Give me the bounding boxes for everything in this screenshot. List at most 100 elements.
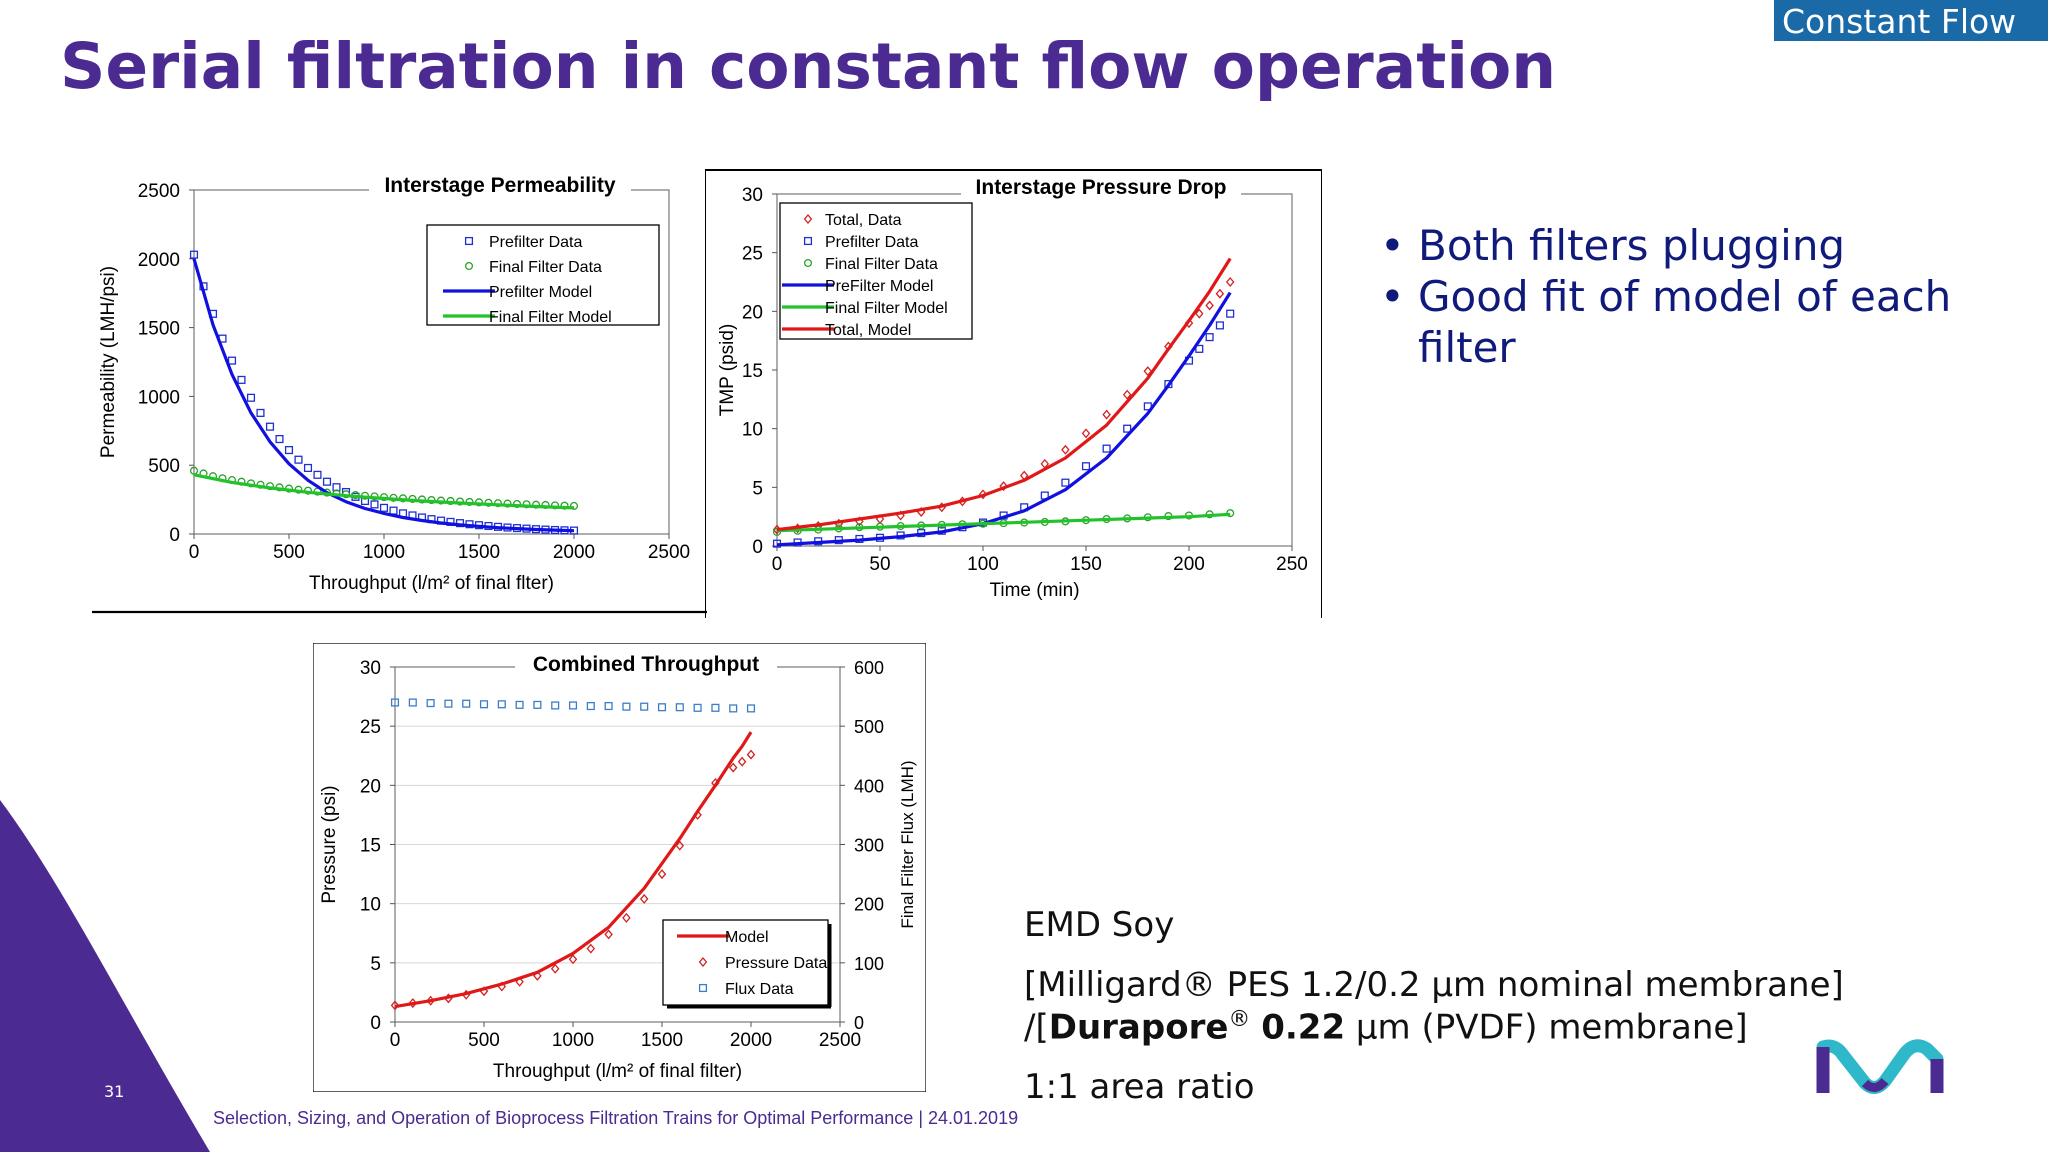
series-line: [193, 473, 575, 510]
y-tick-label: 5: [752, 478, 763, 499]
y-tick-label: 500: [148, 456, 180, 477]
data-point: [1122, 389, 1132, 400]
chart-interstage-pressure-drop: 0 50 100 150 200 250 0 5 10 15 20 25 30 Time (min) TMP…: [704, 168, 1323, 622]
y2-tick-label: 500: [854, 717, 884, 737]
data-point: [1123, 424, 1132, 433]
data-point: [303, 463, 313, 473]
series-line: [192, 258, 575, 533]
data-point: [284, 446, 294, 455]
legend-marker: [698, 956, 708, 968]
y-tick-label: 5: [370, 954, 381, 975]
data-point: [227, 356, 237, 365]
y-tick-label: 0: [752, 537, 763, 558]
data-point: [1205, 300, 1214, 311]
y-tick-label: 20: [742, 302, 763, 323]
legend-marker: [803, 213, 813, 225]
description-block: EMD Soy [Milligard® PES 1.2/0.2 µm nomin…: [1024, 905, 1844, 1107]
legend-label: Pressure Data: [725, 955, 827, 972]
y-tick-label: 1500: [138, 319, 180, 340]
data-point: [550, 963, 560, 974]
x-tick-label: 200: [1173, 554, 1205, 575]
x-tick-label: 2500: [648, 542, 690, 563]
y2-tick-label: 300: [854, 836, 884, 856]
data-point: [999, 481, 1008, 492]
x-tick-label: 0: [772, 554, 783, 575]
data-point: [390, 1000, 400, 1011]
legend-label: PreFilter Model: [825, 278, 933, 295]
y2-tick-label: 0: [854, 1013, 864, 1033]
description-bold: 0.22: [1261, 1007, 1346, 1048]
data-point: [1195, 308, 1204, 319]
series-line: [776, 257, 1232, 532]
y-tick-label: 0: [370, 1013, 381, 1034]
chart-title-bg: [515, 651, 777, 677]
brand-logo: [1816, 1039, 1944, 1094]
y-tick-label: 25: [742, 244, 763, 265]
y2-axis-label: Final Filter Flux (LMH): [898, 760, 917, 928]
x-tick-label: 1000: [363, 542, 405, 563]
y2-tick-label: 100: [854, 954, 884, 974]
series-line: [394, 731, 753, 1009]
y-axis-label: Pressure (psi): [319, 785, 340, 903]
data-point: [1195, 344, 1204, 353]
legend-label: Total, Data: [825, 212, 902, 229]
data-point: [693, 703, 702, 712]
data-point: [426, 699, 435, 708]
y-axis-label: Permeability (LMH/psi): [98, 266, 119, 458]
x-axis-label: Throughput (l/m² of final flter): [309, 573, 554, 594]
legend-label: Prefilter Data: [489, 234, 582, 251]
data-point: [640, 702, 649, 711]
data-point: [390, 698, 400, 707]
data-point: [604, 702, 613, 711]
legend-marker: [464, 236, 474, 246]
legend-marker: [698, 983, 708, 993]
pressure-drop-chart-svg: 0 50 100 150 200 250 0 5 10 15 20 25 30 Time (min) TMP…: [704, 169, 1323, 618]
bullet-list: Both filters plugging Good fit of model …: [1380, 220, 2020, 373]
data-point: [379, 503, 389, 512]
description-text: µm (PVDF) membrane]: [1345, 1007, 1748, 1048]
x-tick-label: 150: [1070, 554, 1102, 575]
data-point: [497, 700, 506, 709]
legend-label: Flux Data: [725, 981, 794, 998]
data-point: [189, 466, 199, 475]
y-tick-label: 30: [360, 658, 381, 679]
data-point: [622, 912, 631, 923]
y-tick-label: 10: [742, 420, 763, 441]
data-point: [729, 704, 738, 713]
description-line: [Milligard® PES 1.2/0.2 µm nominal membr…: [1024, 965, 1844, 1005]
bullet-item: Good fit of model of each filter: [1380, 271, 2020, 373]
y-axis-label: TMP (psid): [717, 324, 738, 417]
x-tick-label: 50: [869, 554, 890, 575]
legend-marker: [464, 261, 474, 271]
data-point: [568, 701, 578, 710]
data-point: [604, 929, 613, 940]
description-line: EMD Soy: [1024, 905, 1175, 945]
x-tick-label: 500: [468, 1030, 500, 1051]
data-point: [1143, 366, 1153, 377]
x-tick-label: 0: [189, 542, 200, 563]
data-point: [515, 700, 524, 709]
data-point: [479, 700, 489, 709]
data-point: [444, 699, 453, 708]
chart-title: Interstage Permeability: [384, 174, 615, 197]
data-point: [1215, 321, 1224, 330]
y-tick-label: 10: [360, 895, 381, 916]
y-tick-label: 2000: [138, 250, 180, 271]
legend-label: Prefilter Model: [489, 284, 592, 301]
x-tick-label: 2000: [553, 542, 595, 563]
legend-box: [662, 919, 829, 1006]
data-point: [522, 500, 531, 509]
data-point: [462, 699, 471, 708]
data-point: [246, 393, 256, 402]
x-tick-label: 0: [390, 1030, 401, 1051]
data-point: [728, 762, 738, 773]
data-point: [294, 455, 303, 464]
description-sup: ®: [1228, 1007, 1251, 1032]
data-point: [657, 703, 667, 712]
chart-title: Interstage Pressure Drop: [976, 176, 1227, 199]
data-point: [1081, 428, 1091, 439]
data-point: [569, 501, 579, 510]
y-tick-label: 15: [742, 361, 763, 382]
data-point: [1061, 478, 1070, 487]
legend-marker: [803, 258, 813, 268]
